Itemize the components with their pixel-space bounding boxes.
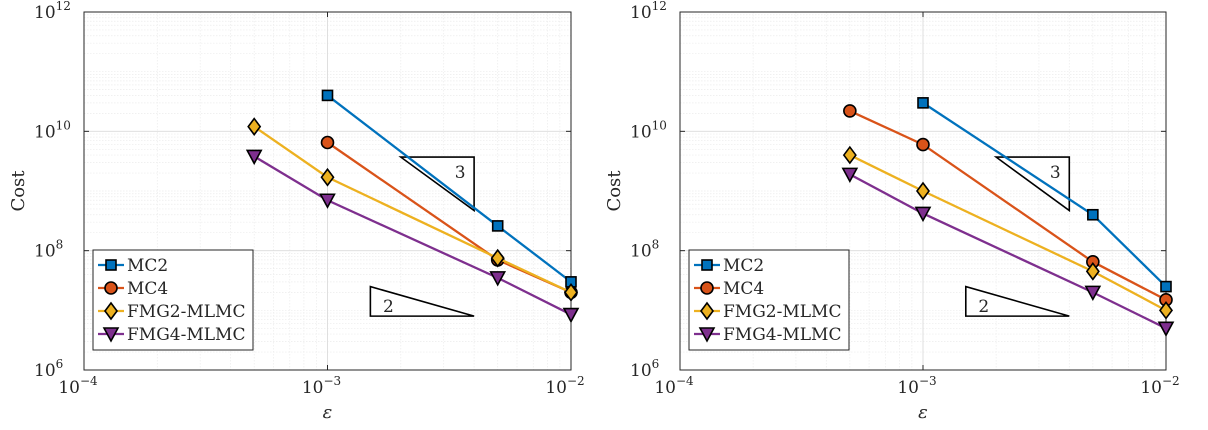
data-point: [321, 89, 334, 102]
series-line: [253, 155, 572, 316]
slope-triangle-2: [964, 285, 1070, 317]
y-tick-label: 1010: [34, 118, 71, 142]
data-point: [491, 220, 504, 232]
slope-label: 3: [1050, 163, 1061, 183]
series-mc2: [917, 97, 1172, 293]
series-fmg2-mlmc: [842, 145, 1173, 320]
y-tick-label: 1010: [630, 118, 667, 142]
legend-entry: FMG4-MLMC: [127, 325, 245, 345]
tick-marks: [83, 11, 572, 371]
x-tick-label: 10−3: [897, 374, 936, 398]
data-point: [247, 117, 262, 136]
series-mc2: [321, 89, 577, 288]
data-point: [489, 271, 507, 287]
data-point: [917, 97, 929, 109]
left-plot-panel: 10−4 10−3 10−2 106 108 1010 1012 ε Cost 3 2 MC2 MC4 F…: [8, 0, 585, 423]
legend-marker: [698, 327, 716, 343]
legend-entry: FMG4-MLMC: [723, 325, 841, 345]
y-tick-label: 1012: [630, 0, 667, 23]
y-tick-label: 1012: [34, 0, 71, 23]
data-point: [564, 283, 578, 302]
data-point: [1085, 262, 1100, 281]
legend-marker: [104, 301, 118, 321]
series-line: [849, 173, 1167, 330]
data-point: [1160, 280, 1172, 293]
x-tick-label: 10−3: [302, 374, 341, 398]
legend-entry: MC2: [723, 256, 764, 276]
y-tick-label: 108: [34, 238, 63, 262]
tick-marks: [679, 11, 1167, 371]
series-line: [849, 154, 1167, 312]
y-tick-label: 106: [630, 357, 659, 381]
data-point: [914, 206, 932, 223]
series-fmg4-mlmc: [245, 149, 580, 324]
data-point: [1157, 321, 1175, 337]
data-point: [320, 167, 335, 187]
x-tick-label: 10−4: [654, 374, 694, 398]
x-tick-label: 10−2: [1140, 374, 1179, 398]
y-tick-label: 108: [630, 238, 659, 262]
right-plot-panel: 10−4 10−3 10−2 106 108 1010 1012 ε Cost 3 2 MC2 MC4 F…: [604, 0, 1180, 423]
data-point: [1087, 208, 1099, 221]
legend-entry: FMG2-MLMC: [723, 302, 841, 322]
legend-entry: MC4: [723, 279, 764, 299]
data-point: [1084, 285, 1102, 302]
data-point: [245, 149, 263, 166]
data-point: [842, 145, 857, 165]
y-axis-label: Cost: [604, 170, 625, 212]
series-mc4: [843, 104, 1173, 307]
data-point: [319, 193, 336, 209]
legend: MC2 MC4 FMG2-MLMC FMG4-MLMC: [688, 249, 850, 351]
data-point: [841, 167, 859, 184]
x-axis-label: ε: [918, 402, 928, 423]
y-axis-label: Cost: [8, 170, 29, 212]
legend-marker: [105, 259, 117, 271]
legend-entry: MC4: [127, 279, 168, 299]
series-fmg2-mlmc: [247, 117, 578, 302]
series-fmg4-mlmc: [841, 167, 1175, 337]
legend-marker: [102, 327, 120, 343]
legend-entry: FMG2-MLMC: [127, 302, 245, 322]
legend-marker: [700, 281, 714, 295]
data-point: [562, 307, 580, 324]
x-tick-label: 10−4: [58, 374, 98, 398]
data-point: [916, 137, 930, 152]
data-point: [1159, 301, 1173, 320]
y-tick-label: 106: [34, 357, 63, 381]
legend-entry: MC2: [127, 256, 168, 276]
legend-marker: [701, 259, 713, 271]
slope-label: 2: [383, 297, 394, 317]
legend-marker: [104, 281, 118, 295]
slope-triangle-3: [993, 156, 1071, 213]
data-point: [320, 135, 335, 150]
data-point: [916, 181, 930, 201]
slope-triangle-2: [369, 285, 475, 317]
legend-marker: [700, 301, 714, 321]
x-axis-label: ε: [323, 402, 333, 423]
series-line: [849, 109, 1167, 301]
slope-label: 3: [455, 163, 466, 183]
legend: MC2 MC4 FMG2-MLMC FMG4-MLMC: [92, 249, 254, 351]
data-point: [843, 104, 857, 118]
series-line: [253, 125, 572, 294]
slope-label: 2: [978, 297, 989, 317]
data-point: [490, 248, 505, 268]
x-tick-label: 10−2: [545, 374, 584, 398]
slope-triangle-3: [398, 156, 475, 213]
